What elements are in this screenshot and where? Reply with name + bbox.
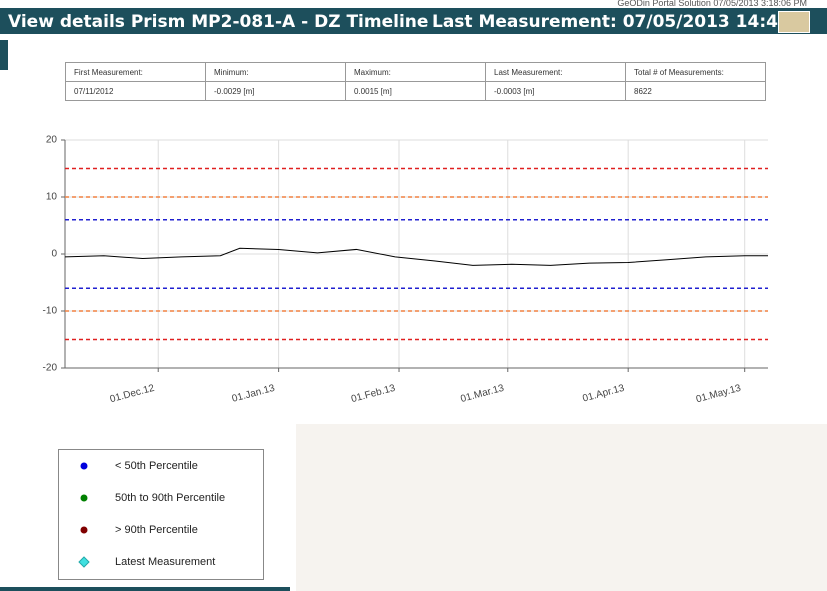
last-measurement: Last Measurement: 07/05/2013 14:46 xyxy=(432,12,790,32)
y-tick-label: 10 xyxy=(46,192,58,203)
legend-label: < 50th Percentile xyxy=(115,460,198,472)
legend-marker xyxy=(80,526,88,534)
legend-marker xyxy=(80,462,88,470)
table-row: 07/11/2012 -0.0029 [m] 0.0015 [m] -0.0003 [… xyxy=(65,81,766,101)
panel xyxy=(296,424,827,591)
y-tick-label: 0 xyxy=(51,249,57,260)
x-tick-label: 01.May.13 xyxy=(695,383,743,406)
table-cell: 0.0015 [m] xyxy=(345,81,486,101)
title: View details Prism MP2-081-A - DZ Timeli… xyxy=(8,12,429,32)
y-tick-label: -20 xyxy=(43,363,58,374)
legend-box xyxy=(58,449,264,580)
x-tick-label: 01.Jan.13 xyxy=(231,383,277,405)
bottom-bar xyxy=(0,587,290,591)
x-tick-label: 01.Dec.12 xyxy=(109,383,156,406)
data-line xyxy=(64,247,768,266)
y-tick-label: 20 xyxy=(46,135,58,146)
legend-marker xyxy=(80,494,88,502)
x-tick-label: 01.Mar.13 xyxy=(459,383,505,405)
x-tick-label: 01.Feb.13 xyxy=(350,383,397,405)
legend-label: 50th to 90th Percentile xyxy=(115,492,225,504)
legend-marker xyxy=(78,556,90,568)
header-bar: View details Prism MP2-081-A - DZ Timeli… xyxy=(0,8,827,34)
x-tick-label: 01.Apr.13 xyxy=(581,383,626,405)
legend-label: > 90th Percentile xyxy=(115,524,198,536)
legend-label: Latest Measurement xyxy=(115,556,215,568)
side-tab xyxy=(0,40,8,70)
app-info: GeODin Portal Solution 07/05/2013 3:18:0… xyxy=(617,0,807,8)
summary-table: First Measurement: Minimum: Maximum: Last M… xyxy=(65,62,766,101)
table-cell: -0.0003 [m] xyxy=(485,81,626,101)
y-tick-label: -10 xyxy=(43,306,58,317)
logo xyxy=(778,11,810,33)
table-cell: 8622 xyxy=(625,81,766,101)
